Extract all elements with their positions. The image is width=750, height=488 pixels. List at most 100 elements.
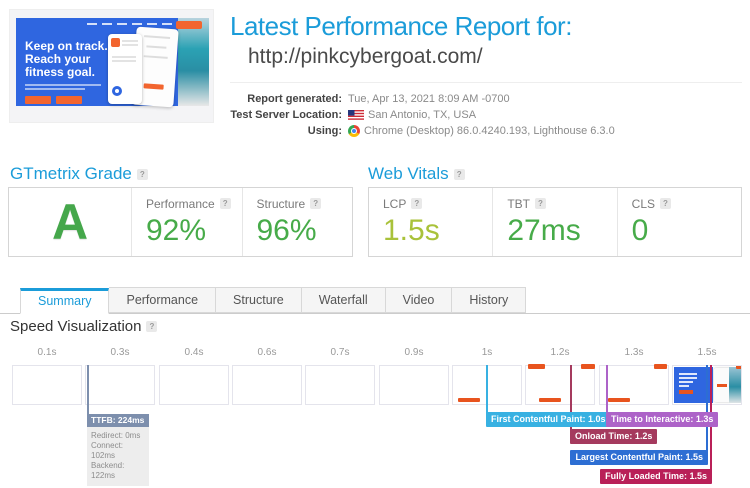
cls-value: 0 (631, 214, 649, 247)
timeline-tick: 0.1s (37, 347, 57, 358)
web-vitals-box: LCP? 1.5s TBT? 27ms CLS? 0 (368, 187, 742, 257)
screenshot-frame (599, 364, 669, 405)
lcp-value: 1.5s (383, 214, 440, 247)
meta-label: Test Server Location: (230, 109, 342, 121)
help-icon[interactable]: ? (136, 169, 148, 180)
screenshot-frame (379, 365, 449, 405)
site-phone-mockup (108, 34, 142, 104)
timeline-tick: 1.2s (550, 347, 570, 358)
help-icon[interactable]: ? (535, 198, 546, 209)
cls-cell: CLS? 0 (616, 188, 741, 256)
first-contentful-paint-marker-line (486, 365, 488, 413)
page-element-fragment (539, 398, 561, 402)
structure-cell: Structure? 96% (241, 188, 353, 256)
timeline-tick: 0.4s (184, 347, 204, 358)
onload-time-marker-line (570, 365, 572, 430)
ttfb-redirect: Redirect: 0ms (91, 431, 141, 440)
page-element-fragment (458, 398, 480, 402)
chrome-icon (348, 125, 360, 137)
tab-summary[interactable]: Summary (20, 288, 110, 314)
page-element-fragment (528, 364, 545, 369)
largest-contentful-paint-badge: Largest Contentful Paint: 1.5s (570, 450, 708, 465)
help-icon[interactable]: ? (219, 198, 231, 209)
site-screenshot-thumbnail: Keep on track. Reach your fitness goal. (10, 10, 213, 122)
performance-label: Performance (146, 197, 215, 211)
web-vitals-section-title: Web Vitals (368, 164, 449, 183)
report-meta: Report generated: Tue, Apr 13, 2021 8:09… (230, 91, 615, 139)
speed-visualization-heading: Speed Visualization? (10, 318, 158, 335)
site-headline: Keep on track. Reach your fitness goal. (25, 39, 108, 79)
grade-letter: A (51, 194, 89, 250)
meta-label: Using: (307, 125, 342, 137)
help-icon[interactable]: ? (660, 198, 671, 209)
first-contentful-paint-badge: First Contentful Paint: 1.0s (486, 412, 611, 427)
meta-value: San Antonio, TX, USA (368, 109, 477, 121)
site-nav-placeholder (87, 23, 172, 25)
tab-waterfall[interactable]: Waterfall (301, 287, 386, 313)
structure-value: 96% (256, 214, 317, 247)
help-icon[interactable]: ? (411, 198, 423, 209)
meta-row-location: Test Server Location: San Antonio, TX, U… (230, 107, 615, 123)
web-vitals-section-heading: Web Vitals? (368, 164, 465, 184)
fully-loaded-time-badge: Fully Loaded Time: 1.5s (600, 469, 712, 484)
report-url-link[interactable]: http://pinkcybergoat.com/ (248, 45, 483, 68)
grade-section-title: GTmetrix Grade (10, 164, 132, 183)
meta-value: Chrome (Desktop) 86.0.4240.193, Lighthou… (364, 125, 615, 137)
site-hero: Keep on track. Reach your fitness goal. (16, 18, 202, 108)
timeline-tick: 1.3s (624, 347, 644, 358)
timeline-tick: 0.3s (110, 347, 130, 358)
help-icon[interactable]: ? (146, 321, 158, 332)
tbt-label: TBT (507, 197, 530, 211)
ttfb-tooltip: TTFB: 224ms Redirect: 0ms Connect: 102ms… (87, 414, 149, 486)
performance-cell: Performance? 92% (131, 188, 242, 256)
grade-box: A Performance? 92% Structure? 96% (8, 187, 353, 257)
tab-structure[interactable]: Structure (216, 287, 302, 313)
screenshot-frame (12, 365, 82, 405)
tbt-value: 27ms (507, 214, 581, 247)
timeline-tick: 0.7s (330, 347, 350, 358)
ttfb-connect: Connect: 102ms (91, 441, 124, 460)
timeline-tick: 0.9s (404, 347, 424, 358)
divider (230, 82, 742, 83)
screenshot-frame (525, 364, 595, 405)
onload-time-badge: Onload Time: 1.2s (570, 429, 658, 444)
time-to-interactive-marker-line (606, 365, 608, 413)
us-flag-icon (348, 109, 364, 121)
ttfb-badge: TTFB: 224ms (87, 414, 149, 427)
meta-value: Tue, Apr 13, 2021 8:09 AM -0700 (348, 93, 510, 105)
help-icon[interactable]: ? (453, 169, 465, 180)
tab-performance[interactable]: Performance (109, 287, 217, 313)
lcp-label: LCP (383, 197, 407, 211)
site-buttons (25, 96, 82, 104)
site-cta-button (176, 21, 202, 29)
grade-section-heading: GTmetrix Grade? (10, 164, 148, 184)
lcp-cell: LCP? 1.5s (369, 188, 492, 256)
help-icon[interactable]: ? (310, 198, 322, 209)
tab-video[interactable]: Video (385, 287, 453, 313)
time-to-interactive-badge: Time to Interactive: 1.3s (606, 412, 719, 427)
report-tabs: Summary Performance Structure Waterfall … (0, 287, 750, 314)
speed-visualization-title: Speed Visualization (10, 318, 142, 335)
page-element-fragment (608, 398, 630, 402)
screenshot-frame (232, 365, 302, 405)
page-element-fragment (581, 364, 595, 369)
meta-row-generated: Report generated: Tue, Apr 13, 2021 8:09… (230, 91, 615, 107)
page-element-fragment (654, 364, 667, 369)
screenshot-frame (305, 365, 375, 405)
largest-contentful-paint-marker-line (706, 365, 708, 452)
site-subtext-placeholder (25, 84, 103, 92)
timeline-tick: 1s (481, 347, 493, 358)
screenshot-frame (85, 365, 155, 405)
ttfb-backend: Backend: 122ms (91, 461, 125, 480)
meta-row-using: Using: Chrome (Desktop) 86.0.4240.193, L… (230, 123, 615, 139)
grade-letter-cell: A (9, 188, 131, 256)
meta-label: Report generated: (247, 93, 342, 105)
cls-label: CLS (631, 197, 655, 211)
timeline-tick: 1.5s (697, 347, 717, 358)
tbt-cell: TBT? 27ms (492, 188, 616, 256)
tab-history[interactable]: History (452, 287, 527, 313)
performance-value: 92% (146, 214, 207, 247)
page-title: Latest Performance Report for: (230, 11, 572, 41)
timeline-tick: 0.6s (257, 347, 277, 358)
ttfb-marker-line (87, 365, 89, 415)
